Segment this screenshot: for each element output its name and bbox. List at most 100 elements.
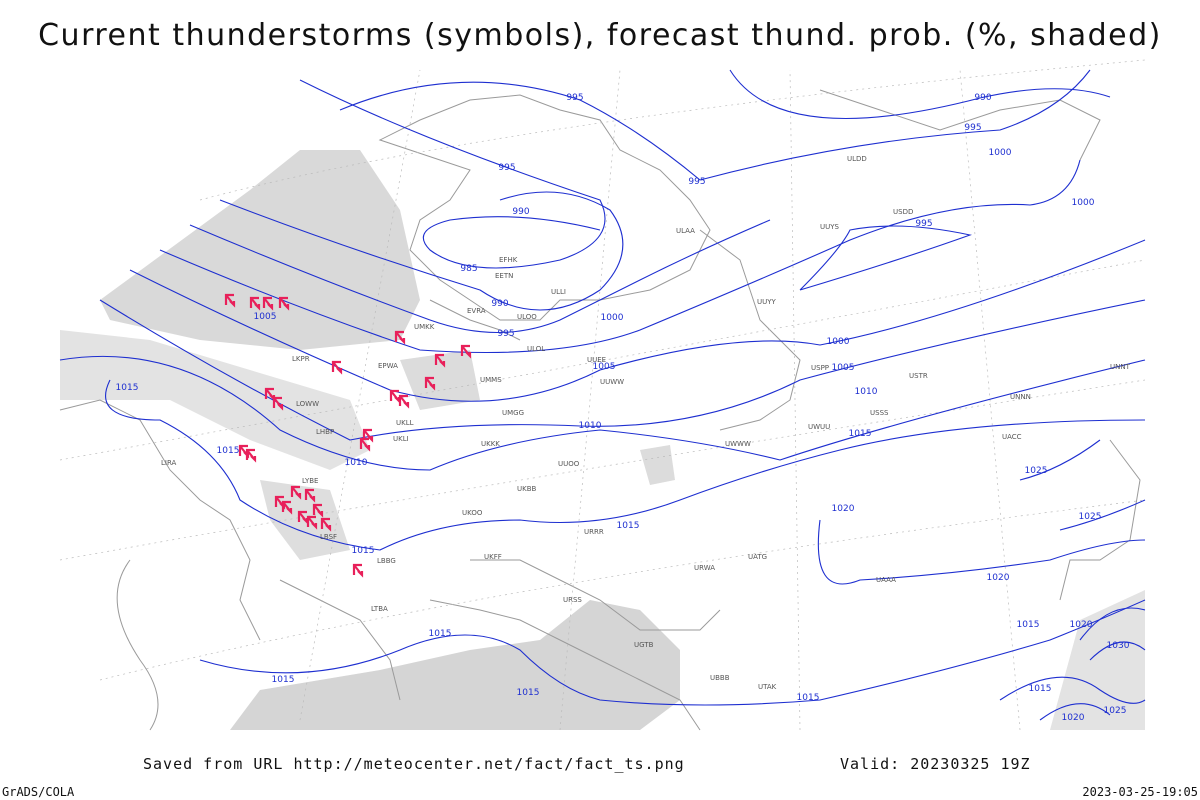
station-label: LOWW xyxy=(296,400,319,408)
isobar-label: 1025 xyxy=(1104,706,1127,716)
isobar-label: 995 xyxy=(915,219,932,229)
isobar-label: 1015 xyxy=(617,521,640,531)
thunderstorm-symbol xyxy=(306,515,318,530)
thunderstorm-symbol xyxy=(272,396,284,411)
thunderstorm-symbol xyxy=(398,394,410,409)
thunderstorm-symbol xyxy=(290,485,302,500)
station-label: UATG xyxy=(748,553,767,561)
isobar-label: 1020 xyxy=(1062,713,1085,723)
isobar-label: 1020 xyxy=(1070,620,1093,630)
isobar-label: 1025 xyxy=(1025,466,1048,476)
station-label: LIRA xyxy=(161,459,177,467)
isobar-label: 1010 xyxy=(579,421,602,431)
isobar-label: 995 xyxy=(566,93,583,103)
isobar-label: 1015 xyxy=(1029,684,1052,694)
isobar-label: 1000 xyxy=(989,148,1012,158)
station-label: EVRA xyxy=(467,307,486,315)
thunderstorm-symbol xyxy=(359,437,371,452)
station-label: UKFF xyxy=(484,553,502,561)
station-label: UNNN xyxy=(1010,393,1031,401)
station-label: URRR xyxy=(584,528,604,536)
isobar-label: 990 xyxy=(512,207,529,217)
station-label: LTBA xyxy=(371,605,388,613)
station-label: UUYS xyxy=(820,223,840,231)
isobar-label: 995 xyxy=(497,329,514,339)
isobar-label: 1020 xyxy=(832,504,855,514)
isobar-label: 1015 xyxy=(352,546,375,556)
station-label: EPWA xyxy=(378,362,398,370)
station-label: UMKK xyxy=(414,323,435,331)
station-label: URSS xyxy=(563,596,582,604)
station-label: ULLI xyxy=(551,288,566,296)
isobar-label: 1010 xyxy=(855,387,878,397)
thunderstorm-symbol xyxy=(434,353,446,368)
isobar-label: 1005 xyxy=(832,363,855,373)
station-label: UNNT xyxy=(1110,363,1131,371)
station-label: UWUU xyxy=(808,423,830,431)
isobar-label: 1015 xyxy=(849,429,872,439)
chart-title: Current thunderstorms (symbols), forecas… xyxy=(38,18,1162,53)
station-label: UTAK xyxy=(758,683,777,691)
thunderstorm-symbol xyxy=(281,500,293,515)
thunderstorm-symbol xyxy=(312,503,324,518)
station-label: EETN xyxy=(495,272,513,280)
isobar-label: 1030 xyxy=(1107,641,1130,651)
station-label: EFHK xyxy=(499,256,518,264)
thunderstorm-symbol xyxy=(331,360,343,375)
isobar-label: 990 xyxy=(491,299,508,309)
thunderstorm-symbol xyxy=(278,296,290,311)
station-label: ULOO xyxy=(517,313,537,321)
isobar-label: 1000 xyxy=(1072,198,1095,208)
station-label: USPP xyxy=(811,364,829,372)
isobar-label: 995 xyxy=(964,123,981,133)
station-label: UKLI xyxy=(393,435,409,443)
station-label: UKLL xyxy=(396,419,414,427)
thunderstorm-symbol xyxy=(394,330,406,345)
isobar-label: 1015 xyxy=(272,675,295,685)
station-label: UAAA xyxy=(876,576,896,584)
station-label: UUOO xyxy=(558,460,580,468)
footer-valid: Valid: 20230325 19Z xyxy=(840,755,1031,773)
isobar-label: 1020 xyxy=(987,573,1010,583)
thunderstorm-symbol xyxy=(262,296,274,311)
station-label: UACC xyxy=(1002,433,1022,441)
station-label: UKBB xyxy=(517,485,537,493)
isobar-label: 1015 xyxy=(217,446,240,456)
station-label: UKKK xyxy=(481,440,500,448)
station-label: UUYY xyxy=(757,298,777,306)
isobar-label: 985 xyxy=(460,264,477,274)
footer-source: Saved from URL http://meteocenter.net/fa… xyxy=(143,755,685,773)
station-label: LBSF xyxy=(320,533,337,541)
isobar-label: 1015 xyxy=(1017,620,1040,630)
station-label: UMMS xyxy=(480,376,502,384)
thunderstorm-symbol xyxy=(362,428,374,443)
isobar-label: 1005 xyxy=(593,362,616,372)
station-label: UMGG xyxy=(502,409,524,417)
thunderstorm-symbol xyxy=(304,488,316,503)
isobar-label: 1015 xyxy=(797,693,820,703)
isobar-label: 1015 xyxy=(116,383,139,393)
isobar-label: 990 xyxy=(974,93,991,103)
isobar-label: 1000 xyxy=(827,337,850,347)
isobar-label: 1015 xyxy=(517,688,540,698)
isobar-label: 1015 xyxy=(429,629,452,639)
station-label: UUEE xyxy=(587,356,606,364)
station-label: USTR xyxy=(909,372,928,380)
isobar-label: 995 xyxy=(498,163,515,173)
isobar-label: 1000 xyxy=(601,313,624,323)
station-label: LHBP xyxy=(316,428,334,436)
station-label: LBBG xyxy=(377,557,396,565)
station-label: LYBE xyxy=(302,477,318,485)
isobar-label: 1010 xyxy=(345,458,368,468)
thunderstorm-symbol xyxy=(352,563,364,578)
storm-symbols xyxy=(224,293,472,578)
station-label: UWWW xyxy=(725,440,751,448)
station-label: UGTB xyxy=(634,641,654,649)
station-label: UBBB xyxy=(710,674,730,682)
thunderstorm-symbol xyxy=(320,517,332,532)
isobar-label: 995 xyxy=(688,177,705,187)
map-background xyxy=(55,59,1146,731)
isobar-label: 1005 xyxy=(254,312,277,322)
thunderstorm-symbol xyxy=(460,344,472,359)
